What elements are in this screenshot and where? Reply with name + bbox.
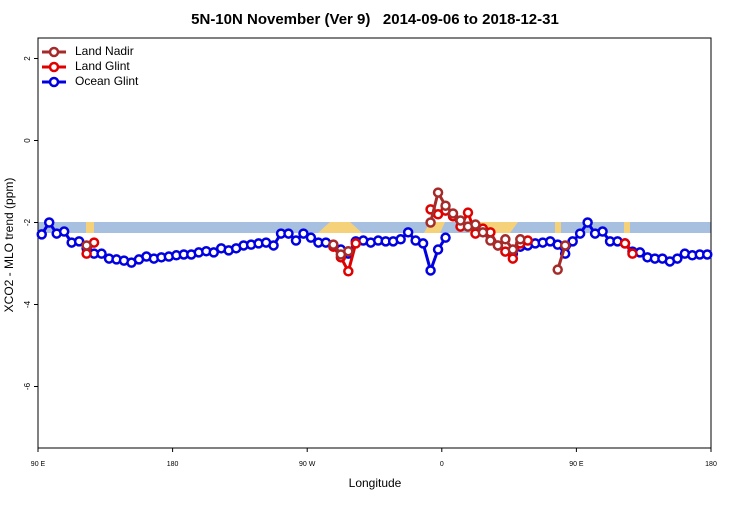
data-point bbox=[597, 226, 608, 237]
data-point bbox=[559, 240, 571, 251]
map-strip bbox=[38, 222, 711, 233]
data-point bbox=[343, 245, 354, 257]
data-point bbox=[268, 240, 279, 251]
x-tick-label: 90 E bbox=[31, 461, 46, 468]
y-axis-label: XCO2 - MLO trend (ppm) bbox=[2, 178, 16, 313]
data-point bbox=[447, 208, 459, 219]
data-point bbox=[492, 240, 504, 251]
data-point bbox=[43, 217, 55, 228]
data-point bbox=[627, 248, 638, 259]
legend-label: Land Nadir bbox=[75, 44, 134, 58]
data-point bbox=[350, 238, 362, 249]
data-point bbox=[73, 236, 85, 247]
data-point bbox=[298, 228, 309, 239]
x-tick-label: 180 bbox=[705, 461, 717, 468]
legend-marker bbox=[48, 76, 60, 88]
plot-frame bbox=[37, 37, 712, 449]
data-point bbox=[574, 228, 586, 239]
legend-marker bbox=[48, 46, 60, 58]
data-point bbox=[36, 229, 47, 240]
data-point bbox=[417, 238, 429, 249]
data-point bbox=[58, 226, 70, 237]
legend-marker bbox=[48, 61, 60, 73]
data-point bbox=[425, 217, 436, 228]
data-point bbox=[462, 207, 474, 218]
data-point bbox=[81, 248, 92, 259]
land-patch bbox=[86, 222, 94, 233]
y-tick-label: -2 bbox=[23, 218, 32, 226]
data-point bbox=[395, 234, 406, 245]
data-point bbox=[507, 253, 519, 264]
data-point bbox=[432, 187, 444, 198]
data-point bbox=[455, 215, 466, 226]
x-tick-label: 180 bbox=[167, 461, 179, 468]
x-tick-label: 90 W bbox=[299, 461, 316, 468]
y-tick-label: -6 bbox=[23, 382, 32, 390]
x-tick-label: 0 bbox=[440, 461, 444, 468]
data-point bbox=[432, 244, 444, 255]
data-point bbox=[440, 232, 451, 243]
data-point bbox=[440, 200, 451, 211]
legend-label: Ocean Glint bbox=[75, 74, 139, 88]
y-tick-label: -4 bbox=[23, 300, 32, 308]
chart-title: 5N-10N November (Ver 9) 2014-09-06 to 20… bbox=[191, 11, 559, 28]
data-point bbox=[81, 240, 92, 251]
ocean-band bbox=[38, 222, 711, 233]
land-patch bbox=[555, 222, 561, 233]
y-tick-label: 2 bbox=[23, 56, 32, 61]
legend-label: Land Glint bbox=[75, 59, 130, 73]
data-point bbox=[305, 232, 317, 243]
data-point bbox=[290, 235, 302, 246]
data-point bbox=[672, 253, 683, 264]
data-point bbox=[343, 266, 354, 277]
data-point bbox=[552, 264, 563, 275]
data-point bbox=[477, 227, 489, 238]
land-patch bbox=[318, 222, 362, 233]
data-point bbox=[485, 235, 496, 246]
land-patch bbox=[624, 222, 630, 233]
data-point bbox=[500, 234, 511, 245]
x-tick-label: 90 E bbox=[569, 461, 584, 468]
data-point bbox=[328, 239, 339, 250]
data-point bbox=[402, 227, 414, 238]
data-point bbox=[702, 249, 713, 260]
data-point bbox=[208, 247, 219, 258]
data-point bbox=[507, 244, 519, 255]
data-point bbox=[283, 228, 294, 239]
data-point bbox=[96, 248, 107, 259]
data-point bbox=[425, 265, 436, 276]
data-point bbox=[619, 238, 631, 249]
data-point bbox=[582, 217, 593, 228]
y-tick-label: 0 bbox=[23, 138, 32, 143]
data-point bbox=[567, 236, 578, 247]
data-point bbox=[470, 219, 481, 230]
data-point bbox=[515, 234, 526, 245]
x-axis-label: Longitude bbox=[349, 476, 402, 490]
